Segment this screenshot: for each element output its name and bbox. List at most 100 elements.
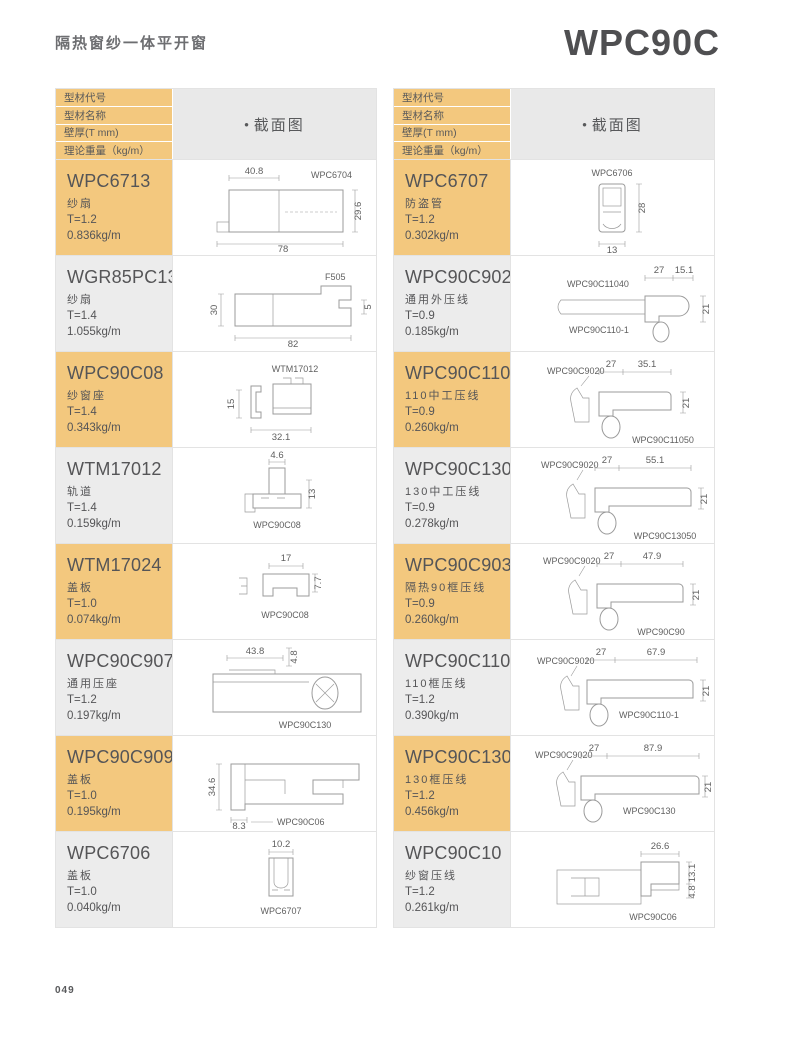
profile-name: 纱扇	[67, 198, 93, 210]
header-field-labels: 型材代号 型材名称 壁厚(T mm) 理论重量（kg/m）	[56, 89, 172, 159]
ref-profile-label: WTM17012	[272, 364, 319, 374]
theoretical-weight: 0.260kg/m	[405, 422, 459, 435]
table-header: 型材代号 型材名称 壁厚(T mm) 理论重量（kg/m） • 截面图	[56, 89, 376, 160]
profile-specs: T=1.2 0.390kg/m	[405, 692, 502, 727]
profile-name: 130框压线	[405, 774, 469, 786]
dim-label: 27	[602, 455, 613, 466]
ref-profile-label: WPC90C11040	[567, 279, 629, 289]
cross-section-diagram: WPC90C9020 27 55.1 21 WPC90C13050	[510, 448, 714, 543]
profile-name: 纱扇	[67, 294, 93, 306]
dim-label: 55.1	[646, 455, 665, 466]
dim-label: 34.6	[207, 778, 218, 797]
cross-section-diagram: 30 F505 5 82	[172, 256, 376, 351]
profile-specs: T=0.9 0.278kg/m	[405, 500, 502, 535]
dim-label: 13	[307, 489, 318, 500]
profile-name: 盖板	[67, 870, 93, 882]
dim-label: 29.6	[353, 202, 364, 221]
wall-thickness: T=1.2	[405, 213, 435, 226]
cross-section-diagram: WPC90C9020 27 87.9 21 WPC90C130	[510, 736, 714, 831]
wall-thickness: T=1.0	[67, 885, 97, 898]
profile-info-cell: WPC90C9070 通用压座 T=1.2 0.197kg/m	[56, 640, 185, 735]
dim-label: 17	[281, 553, 292, 564]
profile-name: 轨道	[67, 486, 93, 498]
header-profile-code: 型材代号	[394, 89, 510, 106]
profile-info-cell: WPC90C08 纱窗座 T=1.4 0.343kg/m	[56, 352, 172, 447]
cross-section-diagram: WPC90C9020 27 47.9 21 WPC90C90	[510, 544, 714, 639]
dim-label: 8.3	[232, 821, 245, 830]
wall-thickness: T=1.2	[405, 789, 435, 802]
theoretical-weight: 0.040kg/m	[67, 902, 121, 915]
profile-code: WTM17024	[67, 555, 162, 575]
profile-specs: T=1.2 0.836kg/m	[67, 212, 164, 247]
header-theoretical-weight: 理论重量（kg/m）	[56, 142, 172, 159]
cross-section-diagram: WPC90C9020 27 35.1 21 WPC90C11050	[510, 352, 714, 447]
profile-code: WPC90C10	[405, 843, 502, 863]
table-header: 型材代号 型材名称 壁厚(T mm) 理论重量（kg/m） • 截面图	[394, 89, 714, 160]
profile-specs: T=1.2 0.456kg/m	[405, 788, 502, 823]
ref-profile-label: WPC90C13050	[634, 531, 697, 541]
profile-code: WPC90C08	[67, 363, 164, 383]
wall-thickness: T=1.4	[67, 501, 97, 514]
wall-thickness: T=1.4	[67, 309, 97, 322]
bullet-icon: •	[582, 116, 587, 132]
dim-label: 15	[226, 399, 237, 410]
header-wall-thickness: 壁厚(T mm)	[394, 124, 510, 142]
dim-label: 4.8	[289, 650, 300, 663]
dim-label: 82	[288, 339, 299, 350]
ref-profile-label: WPC6706	[591, 168, 632, 178]
cross-section-diagram: WPC6706 28 13	[510, 160, 714, 255]
cross-section-diagram: 4.6 13 WPC90C08	[172, 448, 376, 543]
profile-specs: T=1.0 0.074kg/m	[67, 596, 164, 631]
profile-code: WPC90C9020	[405, 267, 523, 287]
profile-name: 通用压座	[67, 678, 119, 690]
profile-info-cell: WPC90C9090 盖板 T=1.0 0.195kg/m	[56, 736, 184, 831]
dim-label: 30	[209, 305, 220, 316]
dim-label: 27	[604, 551, 615, 562]
profile-specs: T=1.4 0.343kg/m	[67, 404, 164, 439]
dim-label: 10.2	[272, 839, 291, 850]
theoretical-weight: 0.836kg/m	[67, 230, 121, 243]
profile-name: 130中工压线	[405, 486, 482, 498]
cross-section-diagram: 26.6 13.1 4.8 WPC90C06	[510, 832, 714, 927]
dim-label: 27	[606, 359, 617, 370]
dim-label: 21	[701, 686, 712, 697]
dim-label: 21	[691, 590, 702, 601]
ref-profile-label: WPC90C08	[261, 610, 309, 620]
header-profile-name: 型材名称	[394, 106, 510, 124]
profile-name: 隔热90框压线	[405, 582, 487, 594]
dim-label: 21	[681, 398, 692, 409]
header-theoretical-weight: 理论重量（kg/m）	[394, 142, 510, 159]
cross-section-diagram: WPC90C9020 27 67.9 21 WPC90C110-1	[510, 640, 714, 735]
profile-code: WPC90C11040	[405, 651, 531, 671]
section-header-label: 截面图	[591, 116, 643, 134]
wall-thickness: T=0.9	[405, 501, 435, 514]
cross-section-diagram: WTM17012 15 32.1	[172, 352, 376, 447]
theoretical-weight: 0.159kg/m	[67, 518, 121, 531]
table-row: WPC6706 盖板 T=1.0 0.040kg/m 10.2 WPC6707	[56, 832, 376, 927]
cross-section-diagram: WPC90C11040 27 15.1 21 WPC90C110-1	[510, 256, 714, 351]
wall-thickness: T=1.0	[67, 597, 97, 610]
profile-specs: T=1.2 0.197kg/m	[67, 692, 164, 727]
dim-label: 47.9	[643, 551, 662, 562]
profile-code: WPC90C13040	[405, 747, 533, 767]
profile-code: WPC6707	[405, 171, 489, 191]
ref-profile-label: WPC6707	[260, 906, 301, 916]
cross-section-diagram: 43.8 4.8 WPC90C130	[172, 640, 376, 735]
dim-label: 21	[703, 782, 714, 793]
profile-info-cell: WPC6713 纱扇 T=1.2 0.836kg/m	[56, 160, 172, 255]
profile-info-cell: WPC90C9020 通用外压线 T=0.9 0.185kg/m	[394, 256, 523, 351]
section-diagram-header: • 截面图	[511, 89, 714, 159]
theoretical-weight: 0.278kg/m	[405, 518, 459, 531]
profile-code: WPC90C9030	[405, 555, 523, 575]
table-row: WPC90C9020 通用外压线 T=0.9 0.185kg/m WPC90C1…	[394, 256, 714, 352]
wall-thickness: T=1.4	[67, 405, 97, 418]
theoretical-weight: 0.197kg/m	[67, 710, 121, 723]
profile-name: 通用外压线	[405, 294, 470, 306]
profile-code: WPC90C9070	[67, 651, 185, 671]
ref-profile-label: WPC90C11050	[632, 435, 694, 445]
profile-table-left: 型材代号 型材名称 壁厚(T mm) 理论重量（kg/m） • 截面图 WPC6…	[55, 88, 377, 928]
theoretical-weight: 0.195kg/m	[67, 806, 121, 819]
wall-thickness: T=0.9	[405, 309, 435, 322]
dim-label: 4.6	[270, 450, 283, 461]
profile-name: 盖板	[67, 582, 93, 594]
